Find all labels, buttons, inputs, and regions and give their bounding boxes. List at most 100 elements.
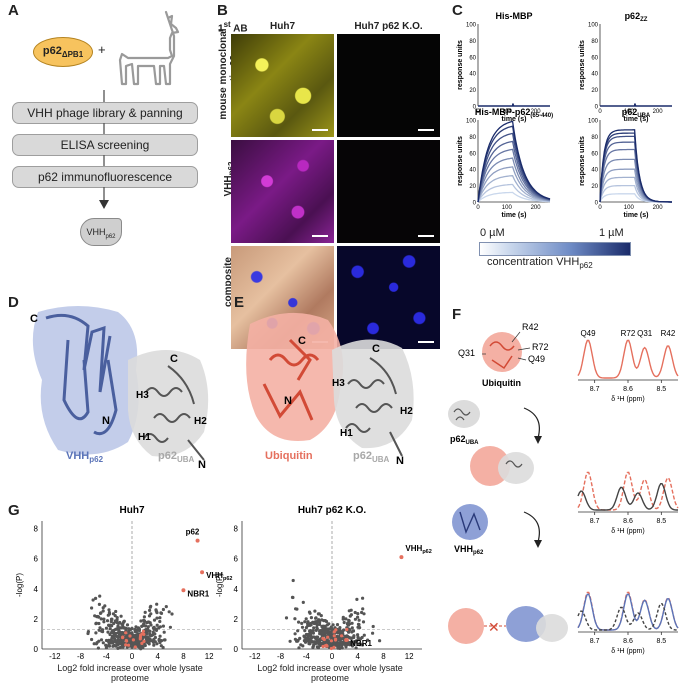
g-point-0-391 bbox=[143, 643, 147, 648]
f-peak-label-1: R72 bbox=[621, 329, 636, 338]
g-point-0-302 bbox=[106, 630, 110, 634]
g-point-0-70 bbox=[170, 612, 174, 616]
g-point-0-278 bbox=[102, 617, 106, 621]
g-point-1-106 bbox=[344, 617, 348, 621]
g-label-sub-1-0: p62 bbox=[422, 549, 431, 555]
g-highlight-1-1 bbox=[344, 637, 349, 642]
c-curve-2-6 bbox=[477, 140, 551, 203]
micrograph-huh7-vhh bbox=[231, 140, 334, 243]
g-point-1-375 bbox=[336, 642, 340, 646]
legend-min: 0 µM bbox=[480, 227, 505, 239]
c-title-0: His-MBP bbox=[495, 11, 532, 21]
g-point-1-381 bbox=[348, 614, 352, 618]
g-point-1-340 bbox=[301, 644, 305, 648]
g-point-1-343 bbox=[342, 628, 346, 632]
g-label-0-2: NBR1 bbox=[187, 589, 209, 598]
g-point-0-230 bbox=[94, 596, 98, 600]
g-point-1-127 bbox=[371, 624, 375, 629]
g-point-0-265 bbox=[155, 642, 159, 646]
g-point-0-25 bbox=[91, 598, 95, 602]
g-xtick-0-5: 8 bbox=[181, 652, 186, 661]
g-point-1-385 bbox=[304, 632, 308, 637]
g-point-0-179 bbox=[147, 614, 152, 618]
f-spectrum-1-1 bbox=[577, 483, 678, 511]
d-n-term: N bbox=[102, 415, 110, 427]
g-point-0-361 bbox=[127, 641, 131, 645]
c-xlabel-2: time (s) bbox=[502, 212, 527, 219]
f-peak-label-0: Q49 bbox=[580, 329, 596, 338]
g-point-0-214 bbox=[161, 624, 165, 628]
g-point-1-333 bbox=[351, 641, 355, 645]
g-point-1-99 bbox=[378, 639, 382, 643]
g-xlabel-2: Log2 fold increase over whole lysate pro… bbox=[257, 663, 403, 683]
g-point-0-255 bbox=[164, 605, 168, 609]
g-red-point-1-10 bbox=[321, 644, 325, 649]
g-point-0-291 bbox=[104, 643, 108, 647]
g-point-1-176 bbox=[324, 619, 329, 624]
f-xtick-0-2: 8.5 bbox=[656, 386, 666, 393]
f-xtick-1-1: 8.6 bbox=[623, 518, 633, 525]
g-point-0-370 bbox=[99, 617, 103, 621]
c-xtick-1-2: 200 bbox=[653, 109, 664, 115]
g-point-0-395 bbox=[151, 626, 155, 630]
g-point-0-188 bbox=[136, 626, 141, 630]
c-ytick-2-4: 20 bbox=[469, 184, 476, 190]
c-ytick-1-2: 60 bbox=[591, 55, 598, 61]
g-point-0-411 bbox=[113, 619, 117, 623]
g-point-0-413 bbox=[121, 645, 125, 649]
c-xtick-2-0: 0 bbox=[476, 205, 480, 211]
c-ytick-1-5: 0 bbox=[595, 105, 599, 111]
g-point-0-403 bbox=[90, 637, 94, 642]
g-xtick-1-5: 8 bbox=[381, 652, 386, 661]
f-peak-label-2: Q31 bbox=[637, 329, 653, 338]
e-h1: H1 bbox=[340, 428, 353, 439]
e-ub-caption: Ubiquitin bbox=[265, 450, 313, 462]
g-xlabel-1: Log2 fold increase over whole lysate pro… bbox=[57, 663, 203, 683]
ubiquitin-uba-structure: C N C H3 H2 H1 N bbox=[246, 312, 414, 467]
c-xlabel-3: time (s) bbox=[624, 212, 649, 219]
g-point-0-117 bbox=[152, 640, 156, 644]
g-point-1-369 bbox=[290, 595, 295, 599]
g-point-0-326 bbox=[144, 624, 148, 628]
c-ytick-2-0: 100 bbox=[466, 119, 477, 125]
g-xtick-1-4: 4 bbox=[355, 652, 360, 661]
f-xtick-2-2: 8.5 bbox=[656, 638, 666, 645]
g-point-1-407 bbox=[293, 637, 297, 641]
g-point-1-322 bbox=[348, 643, 352, 647]
g-point-0-409 bbox=[146, 640, 150, 644]
g-ytick-1-0: 8 bbox=[234, 525, 239, 534]
c-curve-3-9 bbox=[599, 129, 672, 203]
g-point-0-381 bbox=[119, 626, 123, 630]
g-red-point-0-16 bbox=[138, 635, 142, 639]
g-point-1-408 bbox=[324, 630, 328, 634]
g-point-0-399 bbox=[122, 619, 126, 623]
c-xtick-3-0: 0 bbox=[598, 205, 602, 211]
g-ytick-0-3: 2 bbox=[34, 615, 39, 624]
g-point-0-56 bbox=[114, 609, 118, 614]
g-point-0-177 bbox=[106, 613, 110, 617]
g-point-0-316 bbox=[107, 623, 111, 627]
g-title-0: Huh7 bbox=[120, 505, 145, 516]
g-point-0-181 bbox=[96, 614, 100, 619]
step-elisa: ELISA screening bbox=[12, 134, 198, 156]
g-point-1-412 bbox=[313, 642, 317, 646]
c-title-1: p62ZZ bbox=[625, 11, 648, 23]
g-point-1-199 bbox=[350, 626, 354, 630]
g-xtick-0-0: -12 bbox=[49, 652, 61, 661]
panel-label-f: F bbox=[452, 306, 462, 323]
g-point-0-321 bbox=[98, 594, 102, 598]
g-point-1-159 bbox=[366, 638, 370, 642]
g-point-1-382 bbox=[314, 616, 318, 620]
c-xtick-2-2: 200 bbox=[531, 205, 542, 211]
g-red-point-0-1 bbox=[140, 641, 144, 645]
g-point-0-295 bbox=[104, 646, 108, 650]
d-h1: H1 bbox=[138, 432, 151, 443]
g-point-0-38 bbox=[94, 631, 98, 635]
c-ytick-1-4: 20 bbox=[591, 88, 598, 94]
panel-label-b: B bbox=[217, 2, 228, 19]
c-ytick-1-1: 80 bbox=[591, 39, 598, 45]
g-title-1: Huh7 p62 K.O. bbox=[298, 505, 367, 516]
g-red-point-1-15 bbox=[332, 634, 336, 638]
g-red-point-1-3 bbox=[326, 635, 330, 639]
g-label-0-1: VHHp62 bbox=[206, 571, 232, 582]
